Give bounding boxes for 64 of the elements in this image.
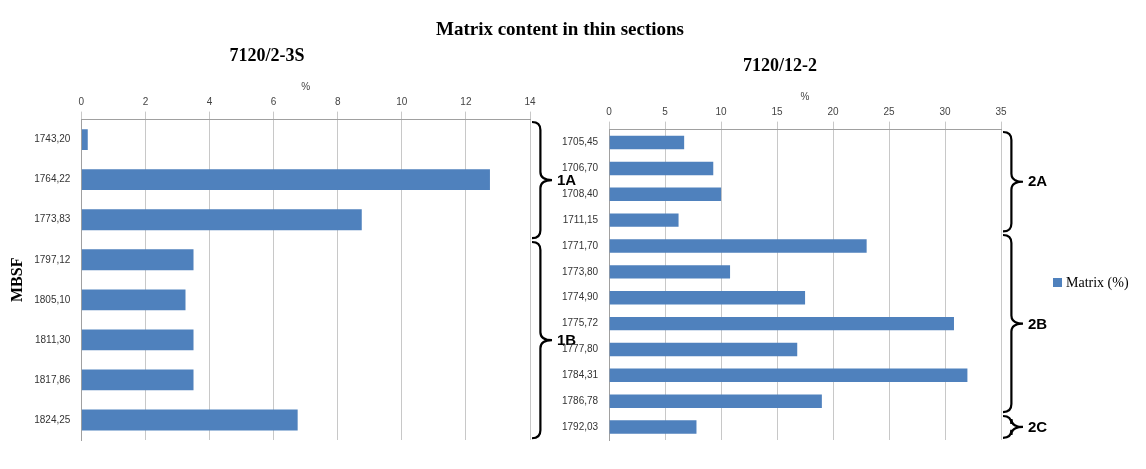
bar — [81, 409, 298, 431]
y-tick-label: 1786,78 — [561, 394, 599, 406]
y-tick-label: 1764,22 — [34, 173, 71, 185]
y-tick-label: 1771,70 — [561, 239, 599, 251]
x-tick-label: 20 — [827, 106, 840, 118]
x-tick-label: 4 — [206, 96, 213, 108]
bar — [609, 187, 722, 201]
x-axis-title: % — [800, 91, 810, 103]
bar — [609, 135, 685, 150]
bar — [81, 129, 88, 151]
y-tick-label: 1711,15 — [562, 213, 599, 225]
bar — [609, 265, 731, 279]
x-tick-label: 0 — [78, 96, 85, 108]
y-tick-label: 1805,10 — [34, 293, 71, 305]
bar — [609, 239, 867, 253]
bar — [609, 161, 714, 176]
y-tick-label: 1773,83 — [34, 213, 71, 225]
y-tick-label: 1824,25 — [34, 413, 71, 425]
bar — [609, 316, 954, 331]
y-tick-label: 1775,72 — [561, 317, 599, 329]
x-axis-title: % — [301, 81, 311, 93]
x-tick-label: 15 — [771, 106, 784, 118]
x-tick-label: 6 — [270, 96, 277, 108]
chart-title: 7120/12-2 — [743, 55, 817, 76]
x-tick-label: 12 — [460, 96, 472, 108]
text: 2C — [1028, 418, 1048, 436]
bar — [609, 213, 679, 227]
x-tick-label: 0 — [606, 106, 613, 118]
text: 2A — [1028, 172, 1048, 190]
x-tick-label: 10 — [715, 106, 728, 118]
y-tick-label: 1792,03 — [561, 420, 599, 432]
y-tick-label: 1743,20 — [34, 133, 71, 145]
bar — [609, 368, 968, 383]
x-tick-label: 35 — [995, 106, 1007, 118]
text: 2B — [1028, 314, 1048, 332]
legend-label: Matrix (%) — [1066, 274, 1129, 291]
x-tick-label: 30 — [939, 106, 952, 118]
y-tick-label: 1708,40 — [561, 188, 599, 200]
y-tick-label: 1784,31 — [561, 369, 599, 381]
y-tick-label: 1811,30 — [34, 333, 71, 345]
bar — [81, 289, 186, 311]
bar — [81, 209, 362, 231]
bar — [609, 420, 697, 434]
chart-subtitle: 7120/2-3S — [229, 45, 305, 66]
y-tick-label: 1817,86 — [34, 373, 71, 385]
x-tick-label: 8 — [334, 96, 341, 108]
x-tick-label: 10 — [396, 96, 408, 108]
y-tick-label: 1797,12 — [34, 253, 71, 265]
y-axis-title: MBSF — [7, 257, 25, 303]
bar — [609, 342, 798, 357]
chart-title: Matrix content in thin sections — [434, 18, 685, 40]
y-tick-label: 1773,80 — [561, 265, 599, 277]
x-tick-label: 5 — [662, 106, 669, 118]
bar — [81, 249, 194, 271]
bar — [609, 291, 806, 305]
x-tick-label: 14 — [524, 96, 536, 108]
bar — [81, 369, 194, 391]
y-tick-label: 1774,90 — [561, 291, 599, 303]
bar — [81, 329, 194, 351]
x-tick-label: 2 — [142, 96, 149, 108]
bar — [81, 169, 490, 191]
x-tick-label: 25 — [883, 106, 896, 118]
y-tick-label: 1705,45 — [561, 136, 599, 148]
bar — [609, 394, 822, 408]
